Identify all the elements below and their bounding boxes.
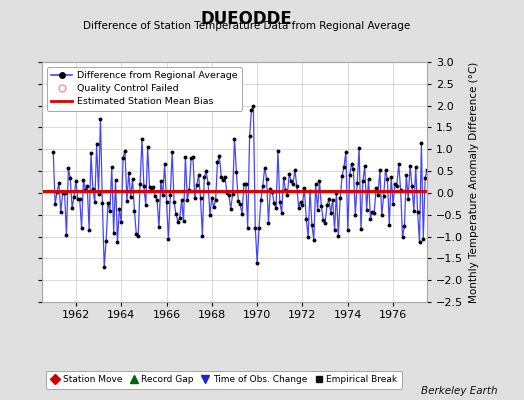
Legend: Station Move, Record Gap, Time of Obs. Change, Empirical Break: Station Move, Record Gap, Time of Obs. C… (47, 371, 401, 389)
Y-axis label: Monthly Temperature Anomaly Difference (°C): Monthly Temperature Anomaly Difference (… (469, 61, 479, 303)
Text: Difference of Station Temperature Data from Regional Average: Difference of Station Temperature Data f… (83, 21, 410, 31)
Text: DUEODDE: DUEODDE (200, 10, 292, 28)
Text: Berkeley Earth: Berkeley Earth (421, 386, 498, 396)
